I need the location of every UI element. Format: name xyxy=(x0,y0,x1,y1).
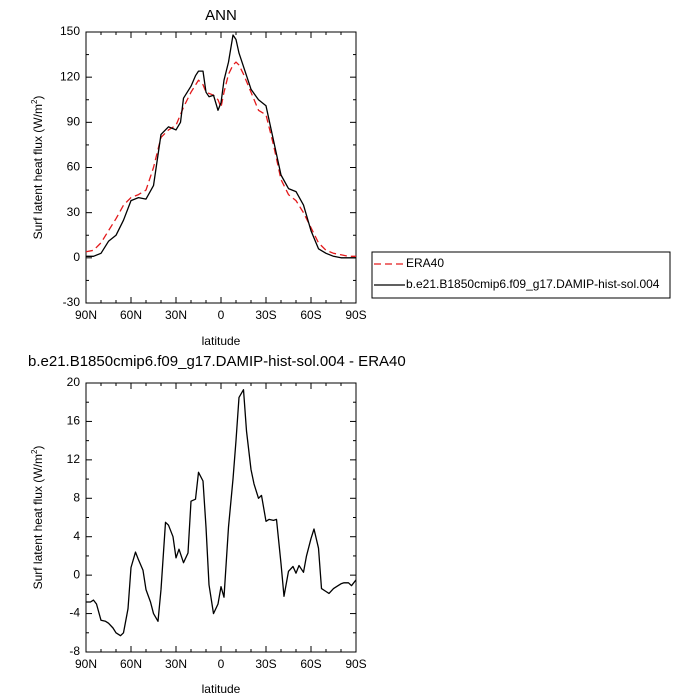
y-tick-label: 30 xyxy=(67,205,81,219)
y-tick-label: -30 xyxy=(63,295,81,309)
x-tick-label: 60S xyxy=(300,657,321,671)
y-axis-title-superscript: 2 xyxy=(30,449,39,454)
y-tick-label: -4 xyxy=(69,606,80,620)
chart-title: b.e21.B1850cmip6.f09_g17.DAMIP-hist-sol.… xyxy=(28,353,406,370)
chart-title: ANN xyxy=(205,7,237,24)
y-tick-label: 0 xyxy=(73,250,80,264)
y-tick-label: 8 xyxy=(73,490,80,504)
x-tick-label: 30S xyxy=(255,657,276,671)
y-axis-title-text: Surf latent heat flux (W/m xyxy=(31,454,45,589)
x-tick-label: 60N xyxy=(120,308,142,322)
x-tick-label: 90N xyxy=(75,657,97,671)
series-line-0 xyxy=(85,61,356,257)
y-tick-label: 120 xyxy=(60,69,80,83)
y-axis-title-superscript: 2 xyxy=(30,99,39,104)
y-tick-label: -8 xyxy=(69,644,80,658)
series-line-1 xyxy=(86,34,356,259)
y-axis-title: Surf latent heat flux (W/m2) xyxy=(30,446,45,590)
y-axis-title-close: ) xyxy=(31,446,45,450)
x-tick-label: 90N xyxy=(75,308,97,322)
y-axis-title: Surf latent heat flux (W/m2) xyxy=(30,96,45,240)
y-tick-label: 0 xyxy=(73,567,80,581)
x-tick-label: 0 xyxy=(218,657,225,671)
plot-frame xyxy=(85,382,357,653)
series-line-0 xyxy=(86,389,357,637)
x-tick-label: 90S xyxy=(345,308,366,322)
x-axis-title: latitude xyxy=(202,334,241,348)
mean-latent-heat-flux-panel: ANN -30 0 30 60 90 120 150 90N 60N 30N 0 30S 60S 90S la… xyxy=(30,7,671,348)
x-tick-label: 0 xyxy=(218,308,225,322)
y-tick-label: 4 xyxy=(73,529,80,543)
y-tick-label: 90 xyxy=(67,115,81,129)
x-tick-label: 90S xyxy=(345,657,366,671)
legend-box xyxy=(371,251,671,299)
x-tick-label: 30N xyxy=(165,308,187,322)
y-tick-label: 150 xyxy=(60,24,80,38)
y-tick-label: 16 xyxy=(67,414,81,428)
x-axis-title: latitude xyxy=(202,682,241,696)
difference-panel: b.e21.B1850cmip6.f09_g17.DAMIP-hist-sol.… xyxy=(28,353,406,696)
x-tick-label: 30N xyxy=(165,657,187,671)
x-tick-label: 60S xyxy=(300,308,321,322)
x-tick-label: 60N xyxy=(120,657,142,671)
x-tick-label: 30S xyxy=(255,308,276,322)
y-tick-label: 20 xyxy=(67,375,81,389)
y-tick-label: 60 xyxy=(67,160,81,174)
y-axis-title-close: ) xyxy=(31,96,45,100)
y-tick-label: 12 xyxy=(67,452,81,466)
legend-label-1: b.e21.B1850cmip6.f09_g17.DAMIP-hist-sol.… xyxy=(406,277,660,291)
y-axis-title-text: Surf latent heat flux (W/m xyxy=(31,104,45,239)
plot-frame xyxy=(85,31,357,304)
legend-label-0: ERA40 xyxy=(406,256,444,270)
